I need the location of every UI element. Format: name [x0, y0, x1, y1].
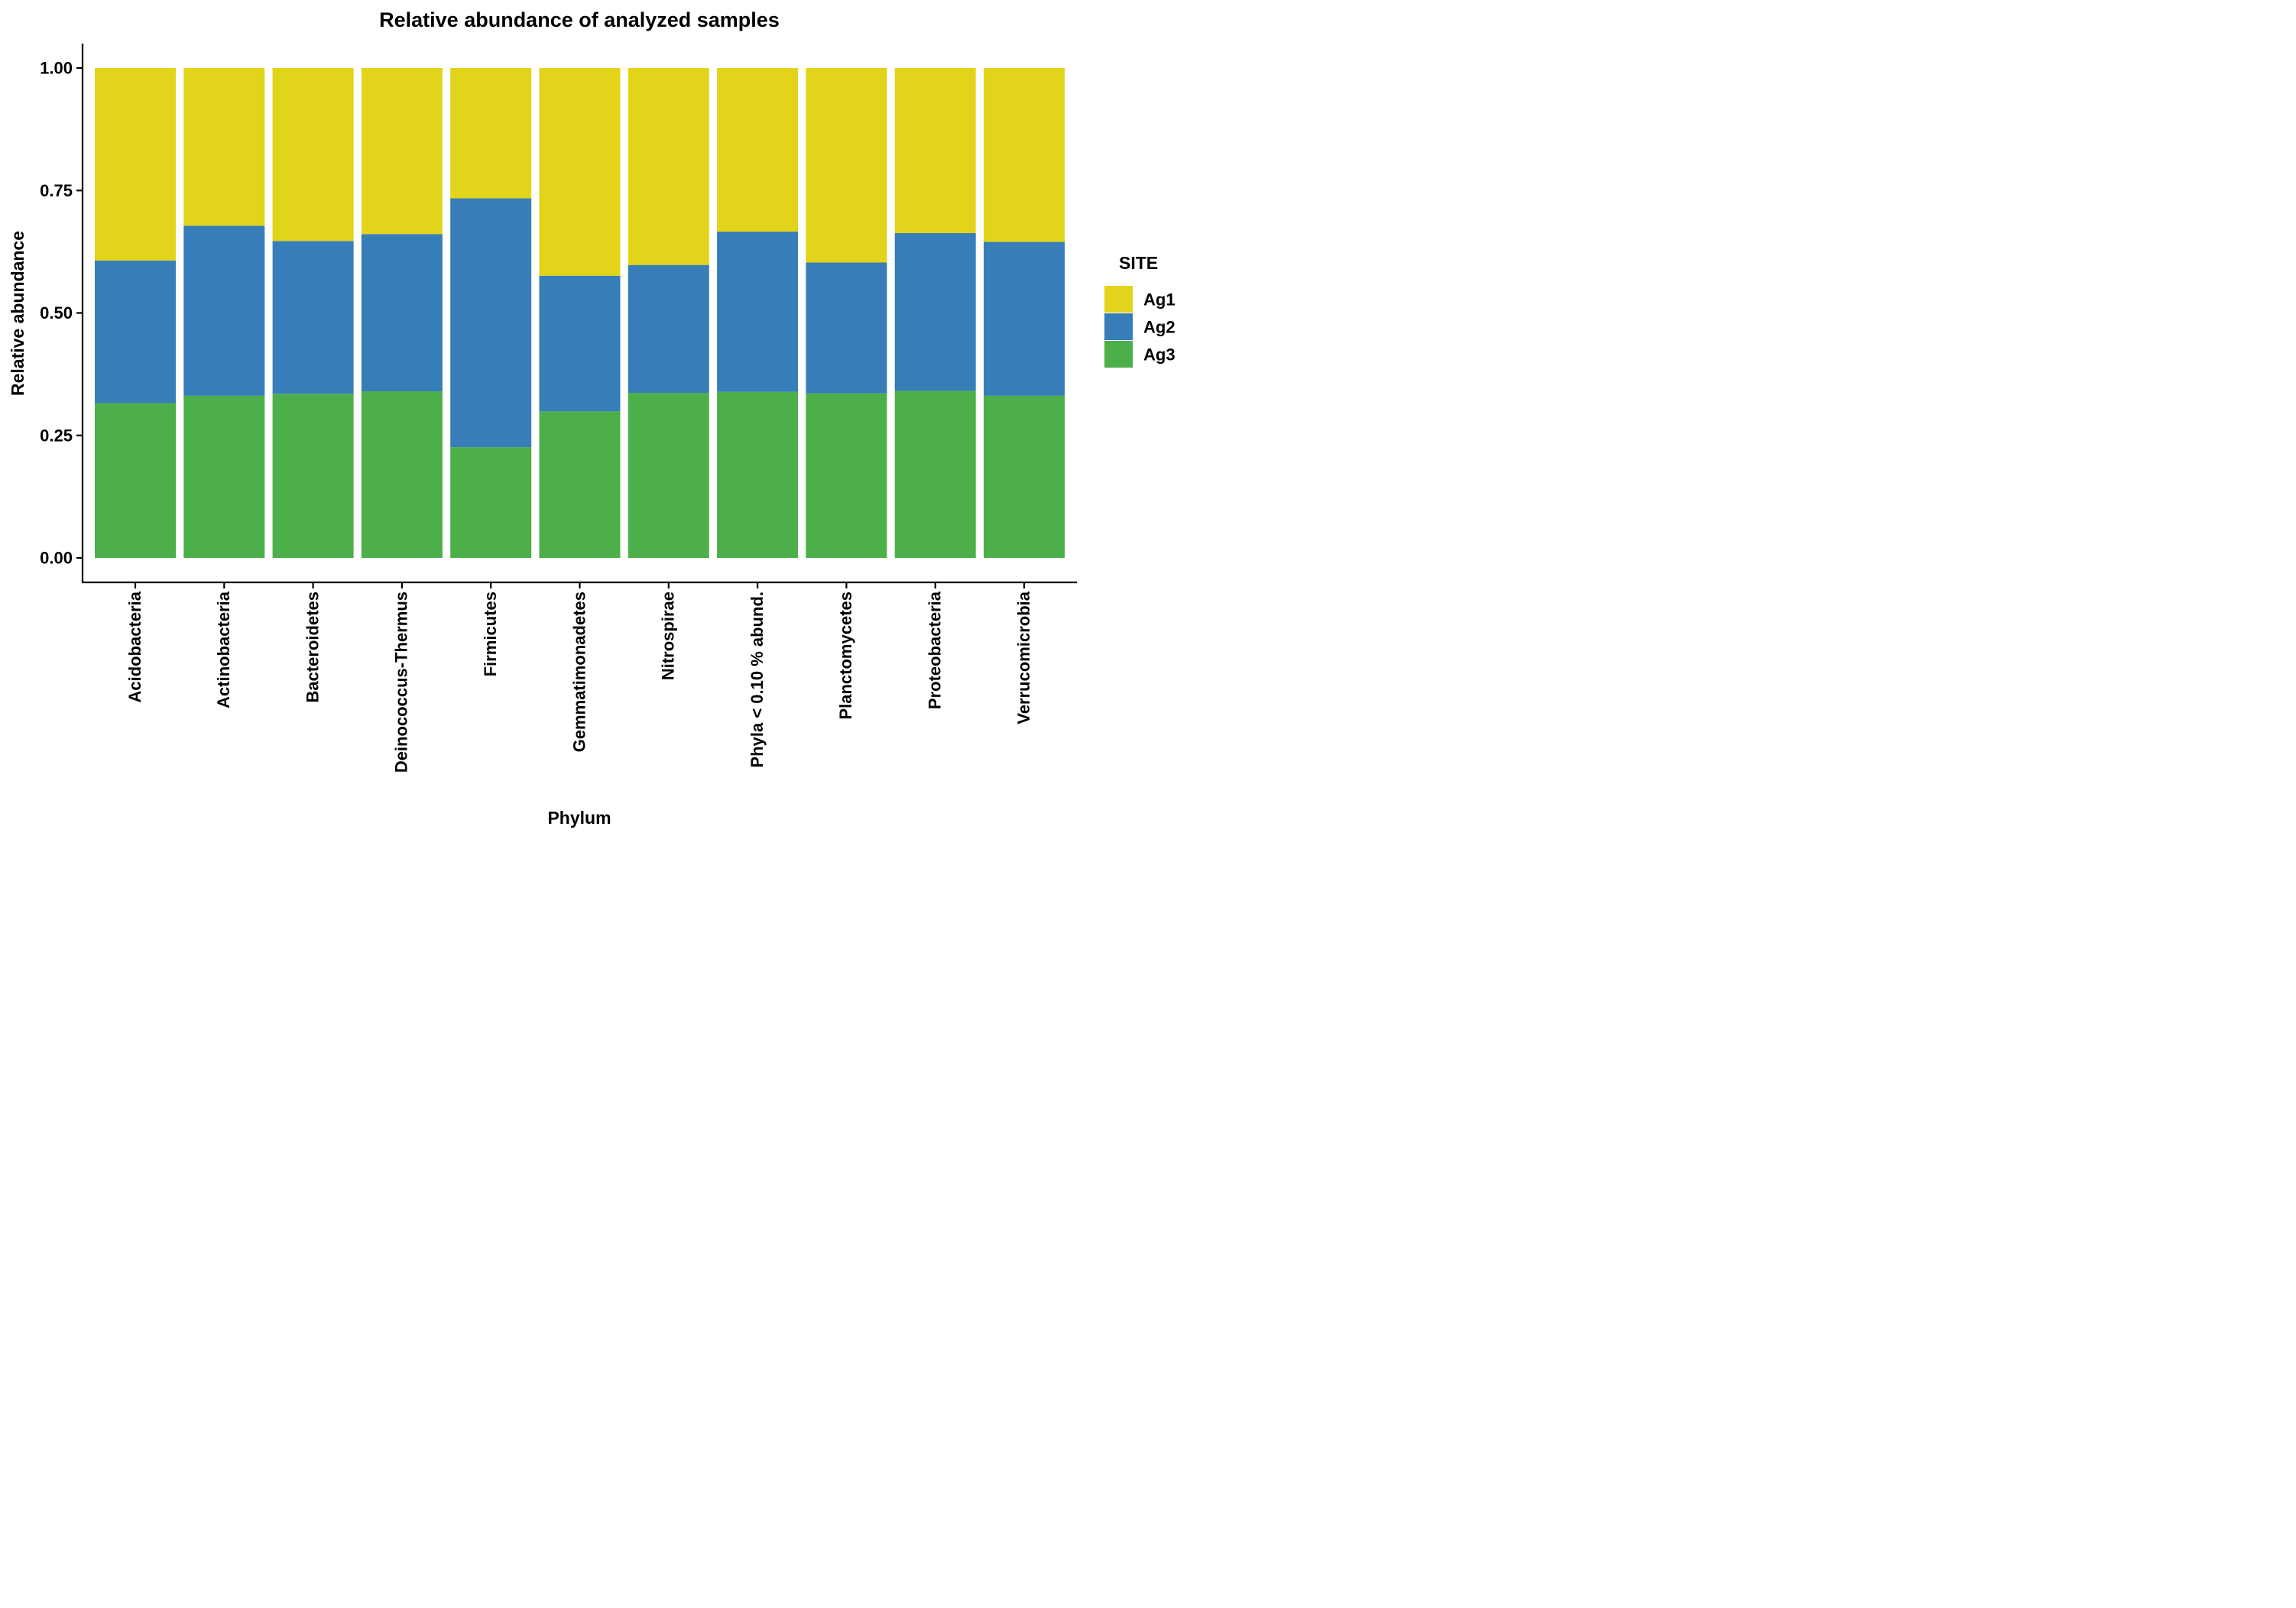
bar-segment-firmicutes-ag1 [450, 68, 532, 199]
x-tick-label: Firmicutes [481, 592, 500, 676]
y-tick-label: 0.75 [40, 181, 73, 200]
bar-segment-phyla-0-10-abund-ag3 [717, 391, 799, 558]
y-tick-label: 0.25 [40, 426, 73, 445]
x-axis-title: Phylum [547, 808, 611, 828]
bar-segment-acidobacteria-ag2 [95, 260, 176, 404]
bar-segment-acidobacteria-ag1 [95, 68, 176, 261]
bar-segment-nitrospirae-ag1 [628, 68, 709, 265]
x-tick-label: Planctomycetes [836, 592, 855, 720]
bar-segment-verrucomicrobia-ag1 [984, 68, 1065, 242]
bar-segment-nitrospirae-ag3 [628, 392, 709, 558]
stacked-bar-chart: Relative abundance of analyzed samples 0… [8, 8, 1176, 828]
bar-segment-deinococcus-thermus-ag3 [361, 391, 443, 558]
x-tick-label: Gemmatimonadetes [569, 592, 589, 752]
bar-segment-planctomycetes-ag3 [806, 393, 887, 558]
legend-key-ag3 [1104, 341, 1133, 368]
bar-segment-bacteroidetes-ag1 [272, 68, 354, 242]
bar-segment-nitrospirae-ag2 [628, 264, 709, 393]
bar-segment-gemmatimonadetes-ag1 [539, 68, 621, 276]
plot-area [95, 68, 1065, 558]
bar-segment-actinobacteria-ag2 [183, 225, 265, 396]
chart-title: Relative abundance of analyzed samples [379, 8, 780, 31]
y-axis-title: Relative abundance [8, 231, 28, 396]
bar-segment-actinobacteria-ag3 [183, 395, 265, 558]
bar-segment-firmicutes-ag3 [450, 447, 532, 558]
y-tick-label: 0.50 [40, 303, 73, 323]
x-tick-label: Acidobacteria [125, 591, 144, 702]
x-axis-ticks: Acidobacteria Actinobacteria Bacteroidetes… [125, 582, 1033, 773]
x-tick-label: Verrucomicrobia [1014, 591, 1033, 724]
legend-label-ag3: Ag3 [1143, 345, 1176, 365]
x-tick-label: Nitrospirae [659, 592, 678, 680]
x-tick-label: Proteobacteria [926, 591, 945, 709]
legend-key-ag1 [1104, 286, 1133, 313]
bar-segment-planctomycetes-ag2 [806, 262, 887, 394]
y-tick-label: 1.00 [40, 59, 73, 78]
bar-segment-proteobacteria-ag2 [894, 233, 976, 391]
x-tick-label: Deinococcus-Thermus [392, 592, 411, 773]
bar-segment-deinococcus-thermus-ag2 [361, 234, 443, 392]
legend-label-ag1: Ag1 [1143, 290, 1176, 310]
bar-segment-phyla-0-10-abund-ag1 [717, 68, 799, 232]
bar-segment-proteobacteria-ag1 [894, 68, 976, 234]
legend-items: Ag1 Ag2 Ag3 [1104, 286, 1176, 368]
x-tick-label: Actinobacteria [214, 591, 233, 708]
bar-segment-bacteroidetes-ag2 [272, 241, 354, 394]
x-tick-label: Phyla < 0.10 % abund. [747, 592, 767, 767]
x-tick-label: Bacteroidetes [303, 592, 322, 703]
bar-segment-bacteroidetes-ag3 [272, 394, 354, 558]
bar-segment-deinococcus-thermus-ag1 [361, 68, 443, 235]
bar-segment-firmicutes-ag2 [450, 198, 532, 448]
bar-segment-verrucomicrobia-ag2 [984, 242, 1065, 396]
legend-label-ag2: Ag2 [1143, 318, 1176, 337]
legend: SITE Ag1 Ag2 Ag3 [1104, 253, 1176, 368]
bar-segment-gemmatimonadetes-ag3 [539, 411, 621, 558]
y-axis-ticks: 0.00 0.25 0.50 0.75 1.00 [40, 59, 83, 568]
bar-segment-gemmatimonadetes-ag2 [539, 275, 621, 412]
bar-segment-planctomycetes-ag1 [806, 68, 887, 263]
bar-segment-verrucomicrobia-ag3 [984, 395, 1065, 558]
legend-key-ag2 [1104, 313, 1133, 340]
bar-segment-phyla-0-10-abund-ag2 [717, 232, 799, 392]
bar-segment-proteobacteria-ag3 [894, 391, 976, 558]
bar-segment-actinobacteria-ag1 [183, 68, 265, 226]
bar-segment-acidobacteria-ag3 [95, 403, 176, 558]
legend-title: SITE [1119, 253, 1158, 273]
y-tick-label: 0.00 [40, 549, 73, 568]
